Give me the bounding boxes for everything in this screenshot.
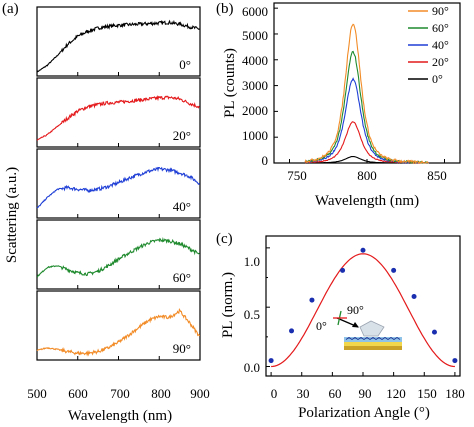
- panel-c-ylabel: PL (norm.): [220, 272, 236, 338]
- inset-label-90: 90°: [347, 303, 364, 317]
- substrate-layer-icon: [344, 337, 402, 342]
- panel-a-series-40°: [36, 166, 201, 209]
- panel-c-data-point: [309, 297, 315, 303]
- panel-a-angle-label: 40°: [173, 199, 191, 214]
- panel-c-fit-curve: [271, 253, 455, 368]
- panel-b-series-60°: [304, 50, 429, 164]
- panel-b-ytick: 6000: [242, 4, 268, 19]
- panel-a-xtick: 600: [68, 386, 88, 401]
- panel-b-series-40°: [304, 77, 430, 164]
- panel-a: 0° 20° 40° 60° 90°: [36, 6, 201, 361]
- panel-a-subframe-0: [36, 6, 201, 77]
- panel-b-ytick: 1000: [242, 128, 268, 143]
- base-layer-icon: [344, 346, 402, 350]
- panel-b-ytick: 2000: [242, 103, 268, 118]
- panel-b-xtick: 850: [427, 168, 447, 183]
- panel-a-series-0°: [36, 19, 200, 73]
- legend-label-60: 60°: [432, 21, 449, 35]
- panel-b-xtick: 800: [357, 168, 377, 183]
- panel-c-ytick: 1.0: [244, 254, 260, 269]
- panel-a-xtick: 700: [110, 386, 130, 401]
- lattice-icon: [345, 337, 401, 340]
- inset-label-0: 0°: [316, 319, 327, 333]
- panel-a-angle-label: 90°: [173, 341, 191, 356]
- panel-c-xtick: 180: [445, 386, 465, 401]
- panel-a-series-90°: [36, 308, 201, 357]
- panel-c-xtick: 120: [386, 386, 406, 401]
- panel-b-ytick: 5000: [242, 28, 268, 43]
- panel-c-ytick: 0.0: [244, 360, 260, 375]
- panel-a-angle-label: 0°: [179, 57, 191, 72]
- panel-c-xtick: 60: [329, 386, 342, 401]
- panel-c-data-point: [391, 267, 397, 273]
- legend-label-90: 90°: [432, 4, 449, 18]
- panel-c-data-point: [268, 358, 274, 364]
- panel-c-xtick: 0: [271, 386, 278, 401]
- panel-c-data-point: [431, 329, 437, 335]
- panel-c-inset: 90° 0°: [316, 303, 402, 350]
- panel-c-data-point: [360, 247, 366, 253]
- panel-b-ytick: 4000: [242, 53, 268, 68]
- panel-b-ylabel: PL (counts): [222, 48, 238, 118]
- panel-b-ytick: 3000: [242, 78, 268, 93]
- arrowhead-icon: [352, 322, 359, 328]
- panel-c-xtick: 30: [297, 386, 310, 401]
- panel-c-xlabel: Polarization Angle (°): [298, 405, 430, 421]
- panel-c-label: (c): [216, 231, 233, 247]
- panel-c-data-point: [411, 294, 417, 300]
- panel-b-label: (b): [216, 1, 234, 17]
- panel-b-series-90°: [304, 23, 429, 165]
- panel-c-xtick: 150: [417, 386, 437, 401]
- panel-a-angle-label: 20°: [173, 128, 191, 143]
- legend-label-20: 20°: [432, 55, 449, 69]
- panel-b-plot: [274, 7, 445, 165]
- panel-c-xtick: 90: [359, 386, 372, 401]
- legend-label-0: 0°: [432, 72, 443, 86]
- panel-c-plot: [266, 247, 458, 376]
- gold-film-icon: [344, 342, 402, 346]
- panel-c-data-point: [340, 267, 346, 273]
- legend-label-40: 40°: [432, 38, 449, 52]
- panel-a-ylabel: Scattering (a.u.): [4, 167, 20, 263]
- panel-a-angle-label: 60°: [173, 270, 191, 285]
- panel-c-data-point: [289, 328, 295, 334]
- panel-a-series-60°: [36, 236, 200, 278]
- panel-a-xtick: 900: [190, 386, 210, 401]
- panel-a-series-20°: [36, 95, 200, 141]
- panel-b-xlabel: Wavelength (nm): [315, 193, 419, 209]
- panel-a-label: (a): [2, 1, 19, 17]
- panel-b-ytick: 0: [262, 153, 269, 168]
- panel-a-xtick: 800: [151, 386, 171, 401]
- panel-b-legend: 90° 60° 40° 20° 0°: [408, 4, 449, 86]
- panel-a-xlabel: Wavelength (nm): [68, 408, 172, 424]
- nanoparticle-icon: [359, 320, 385, 337]
- panel-c-ytick: 0.5: [244, 307, 260, 322]
- panel-c-data-point: [452, 358, 458, 364]
- panel-a-xtick: 500: [27, 386, 47, 401]
- panel-b-xtick: 750: [287, 168, 307, 183]
